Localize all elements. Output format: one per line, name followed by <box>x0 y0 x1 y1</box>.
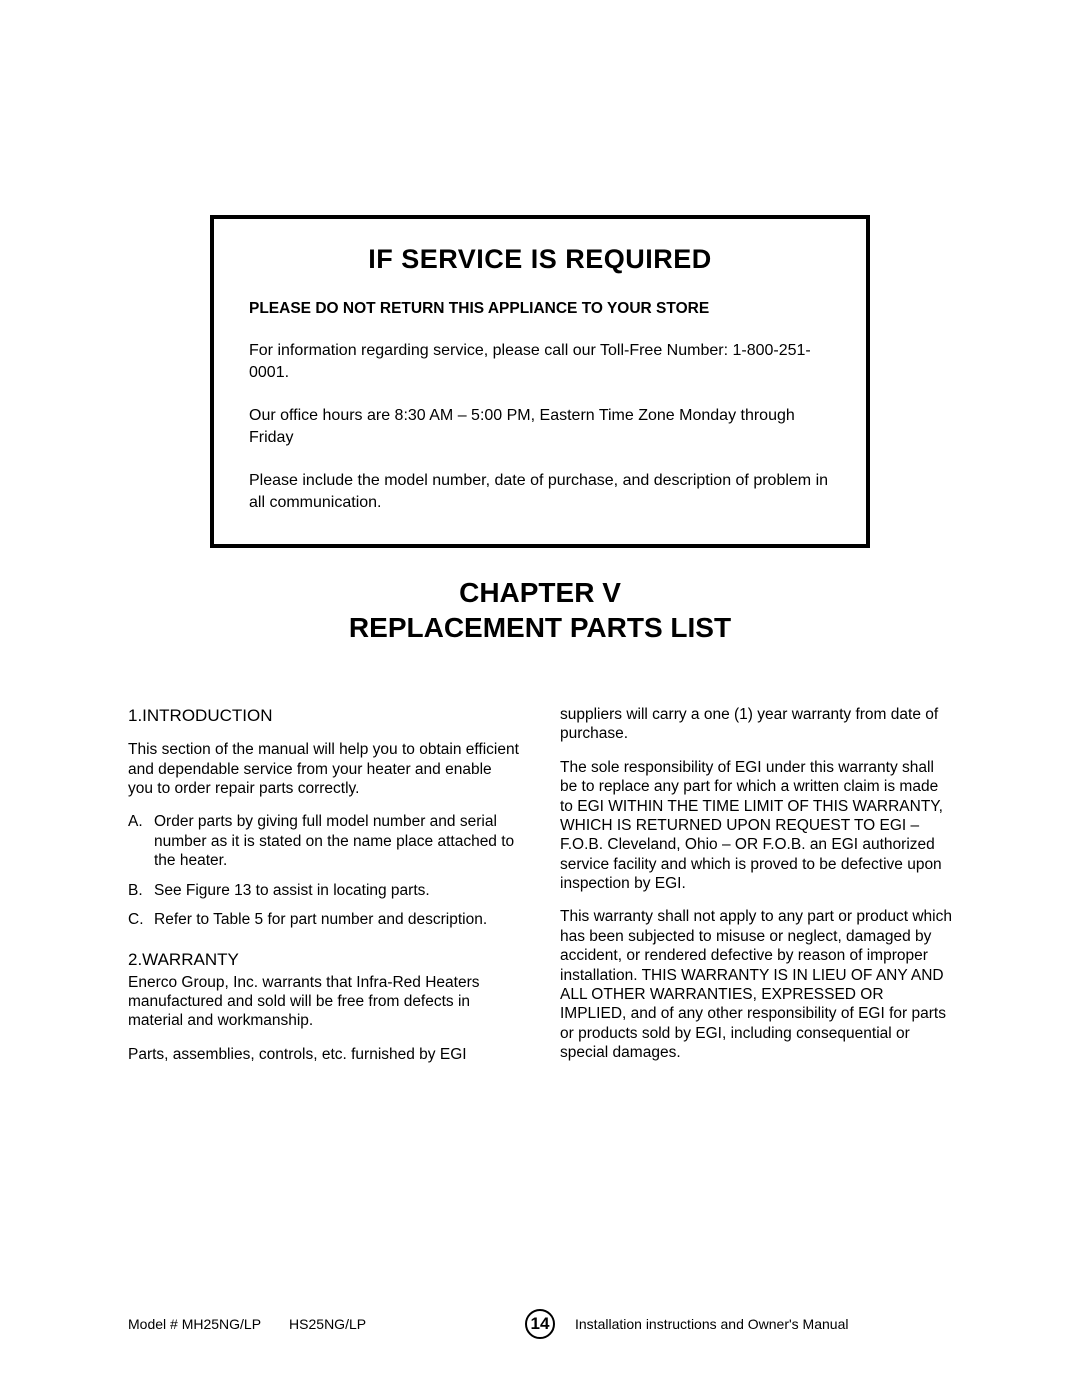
right-paragraph-2: The sole responsibility of EGI under thi… <box>560 758 952 894</box>
page-number-circle: 14 <box>525 1309 555 1339</box>
warranty-paragraph-2: Parts, assemblies, controls, etc. furnis… <box>128 1045 520 1064</box>
right-paragraph-3: This warranty shall not apply to any par… <box>560 907 952 1062</box>
page-footer: Model # MH25NG/LP HS25NG/LP 14 Installat… <box>0 1309 1080 1339</box>
list-marker: C. <box>128 910 154 929</box>
chapter-heading: CHAPTER V REPLACEMENT PARTS LIST <box>0 575 1080 645</box>
list-marker: A. <box>128 812 154 870</box>
list-item-a: A. Order parts by giving full model numb… <box>128 812 520 870</box>
list-marker: B. <box>128 881 154 900</box>
chapter-line-1: CHAPTER V <box>0 575 1080 610</box>
introduction-paragraph: This section of the manual will help you… <box>128 740 520 798</box>
right-column: suppliers will carry a one (1) year warr… <box>560 705 952 1078</box>
manual-page: IF SERVICE IS REQUIRED PLEASE DO NOT RET… <box>0 0 1080 1397</box>
list-text: Order parts by giving full model number … <box>154 812 520 870</box>
chapter-line-2: REPLACEMENT PARTS LIST <box>0 610 1080 645</box>
list-item-c: C. Refer to Table 5 for part number and … <box>128 910 520 929</box>
warranty-heading: 2.WARRANTY <box>128 949 520 970</box>
service-box-para-2: Our office hours are 8:30 AM – 5:00 PM, … <box>249 405 831 448</box>
service-box-para-3: Please include the model number, date of… <box>249 470 831 513</box>
warranty-paragraph-1: Enerco Group, Inc. warrants that Infra-R… <box>128 973 520 1031</box>
service-box-para-1: For information regarding service, pleas… <box>249 340 831 383</box>
list-text: See Figure 13 to assist in locating part… <box>154 881 430 900</box>
service-box-subtitle: PLEASE DO NOT RETURN THIS APPLIANCE TO Y… <box>249 300 831 318</box>
page-number: 14 <box>531 1314 550 1334</box>
list-item-b: B. See Figure 13 to assist in locating p… <box>128 881 520 900</box>
list-text: Refer to Table 5 for part number and des… <box>154 910 487 929</box>
introduction-heading: 1.INTRODUCTION <box>128 705 520 726</box>
footer-manual-title: Installation instructions and Owner's Ma… <box>575 1316 848 1332</box>
right-top-continuation: suppliers will carry a one (1) year warr… <box>560 705 952 744</box>
footer-model-number: Model # MH25NG/LP HS25NG/LP <box>128 1316 366 1332</box>
body-columns: 1.INTRODUCTION This section of the manua… <box>128 705 952 1078</box>
left-column: 1.INTRODUCTION This section of the manua… <box>128 705 520 1078</box>
service-required-box: IF SERVICE IS REQUIRED PLEASE DO NOT RET… <box>210 215 870 548</box>
service-box-title: IF SERVICE IS REQUIRED <box>249 244 831 275</box>
